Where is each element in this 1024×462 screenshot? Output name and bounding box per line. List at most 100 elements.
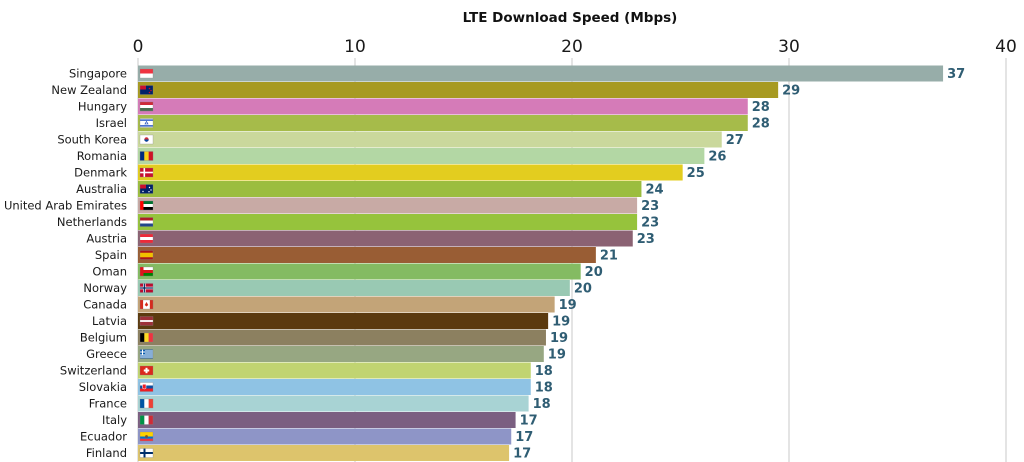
flag-sg-icon bbox=[139, 68, 154, 79]
value-label: 21 bbox=[600, 249, 618, 264]
country-label: Canada bbox=[83, 298, 127, 312]
bar-row: New Zealand 29 bbox=[51, 82, 800, 99]
flag-dk-icon bbox=[139, 167, 154, 178]
bar bbox=[138, 263, 581, 280]
bar-row: Romania 26 bbox=[77, 148, 726, 165]
bar-row: Singapore 37 bbox=[69, 65, 965, 82]
flag-fr-icon bbox=[139, 398, 154, 409]
bar-row: Finland 17 bbox=[86, 445, 531, 462]
bar bbox=[138, 214, 638, 230]
bar bbox=[138, 131, 722, 148]
bar-row: Israel 28 bbox=[96, 115, 770, 132]
bar-rows: Singapore 37 New Zealand 29 Hungary 28 Israel 2… bbox=[4, 65, 965, 462]
country-label: New Zealand bbox=[51, 83, 127, 97]
country-label: France bbox=[89, 397, 127, 411]
bar-row: Austria 23 bbox=[86, 230, 655, 247]
flag-il-icon bbox=[139, 118, 154, 128]
bar-row: United Arab Emirates 23 bbox=[4, 197, 659, 214]
country-label: Romania bbox=[77, 149, 127, 163]
value-label: 19 bbox=[550, 331, 568, 346]
bar bbox=[138, 247, 596, 263]
flag-hu-icon bbox=[139, 101, 154, 112]
x-tick-label: 30 bbox=[778, 37, 800, 57]
bar-row: Oman 20 bbox=[92, 263, 603, 280]
bar bbox=[138, 280, 570, 296]
value-label: 19 bbox=[552, 315, 570, 330]
country-label: South Korea bbox=[57, 133, 127, 147]
flag-au-icon bbox=[139, 184, 154, 194]
bar-row: Latvia 19 bbox=[92, 313, 570, 330]
bar-row: Norway 20 bbox=[83, 280, 592, 297]
flag-ch-icon bbox=[139, 365, 154, 376]
value-label: 23 bbox=[641, 199, 659, 214]
country-label: Latvia bbox=[92, 314, 127, 328]
bar bbox=[138, 379, 531, 395]
bar bbox=[138, 181, 642, 197]
bar-row: Slovakia 18 bbox=[79, 379, 553, 396]
bar bbox=[138, 428, 512, 445]
value-label: 27 bbox=[726, 133, 744, 148]
country-label: Belgium bbox=[80, 331, 127, 345]
bar-row: Hungary 28 bbox=[78, 98, 770, 115]
flag-be-icon bbox=[139, 332, 154, 343]
value-label: 23 bbox=[641, 216, 659, 231]
country-label: Oman bbox=[92, 265, 127, 279]
bar bbox=[138, 82, 779, 98]
bar bbox=[138, 445, 510, 461]
bar bbox=[138, 230, 633, 247]
flag-at-icon bbox=[139, 233, 154, 244]
value-label: 17 bbox=[520, 414, 538, 429]
country-label: United Arab Emirates bbox=[4, 199, 127, 213]
country-label: Switzerland bbox=[60, 364, 127, 378]
bar bbox=[138, 362, 531, 379]
country-label: Australia bbox=[76, 182, 127, 196]
flag-gr-icon bbox=[139, 349, 154, 359]
bar bbox=[138, 115, 748, 131]
flag-fi-icon bbox=[139, 448, 154, 458]
value-label: 17 bbox=[513, 447, 531, 462]
country-label: Denmark bbox=[74, 166, 127, 180]
bar-row: Ecuador 17 bbox=[80, 428, 533, 445]
value-label: 24 bbox=[645, 183, 663, 198]
country-label: Hungary bbox=[78, 100, 127, 114]
value-label: 18 bbox=[535, 364, 553, 379]
bar-row: Netherlands 23 bbox=[57, 214, 659, 231]
country-label: Spain bbox=[95, 248, 127, 262]
chart-title: LTE Download Speed (Mbps) bbox=[463, 10, 678, 26]
flag-kr-icon bbox=[139, 134, 154, 145]
bar-row: Australia 24 bbox=[76, 181, 664, 198]
value-label: 25 bbox=[687, 166, 705, 181]
bar-row: Spain 21 bbox=[95, 247, 618, 264]
bar bbox=[138, 148, 705, 164]
bar bbox=[138, 346, 544, 362]
flag-nz-icon bbox=[139, 85, 154, 95]
flag-ca-icon bbox=[139, 299, 154, 310]
country-label: Finland bbox=[86, 446, 127, 460]
value-label: 37 bbox=[947, 67, 965, 82]
flag-om-icon bbox=[139, 266, 154, 277]
flag-ec-icon bbox=[139, 431, 154, 442]
value-label: 18 bbox=[533, 397, 551, 412]
country-label: Ecuador bbox=[80, 430, 127, 444]
bar bbox=[138, 98, 748, 115]
flag-it-icon bbox=[139, 415, 154, 425]
value-label: 19 bbox=[559, 298, 577, 313]
value-label: 17 bbox=[515, 430, 533, 445]
value-label: 20 bbox=[585, 265, 603, 280]
x-tick-label: 10 bbox=[344, 37, 366, 57]
bar-row: France 18 bbox=[89, 395, 551, 412]
value-label: 29 bbox=[782, 84, 800, 99]
x-tick-label: 0 bbox=[133, 37, 144, 57]
bar bbox=[138, 65, 944, 82]
country-label: Singapore bbox=[69, 67, 127, 81]
bar-row: South Korea 27 bbox=[57, 131, 744, 148]
country-label: Austria bbox=[86, 232, 127, 246]
value-label: 18 bbox=[535, 381, 553, 396]
value-label: 26 bbox=[708, 150, 726, 165]
flag-nl-icon bbox=[139, 217, 154, 227]
flag-es-icon bbox=[139, 250, 154, 260]
value-label: 28 bbox=[752, 117, 770, 132]
bar bbox=[138, 313, 549, 329]
bar-row: Denmark 25 bbox=[74, 164, 705, 181]
